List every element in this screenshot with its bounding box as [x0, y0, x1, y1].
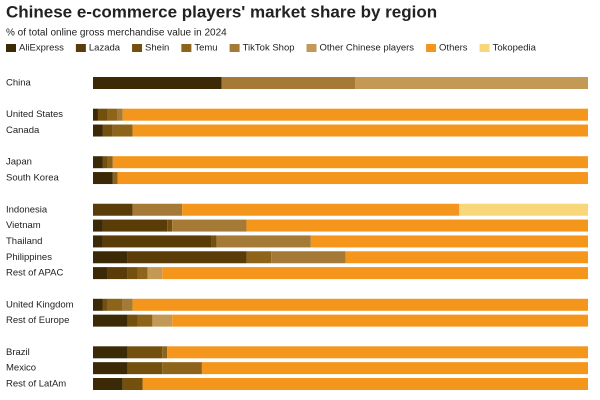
bar-segment: [162, 267, 589, 280]
category-label: Rest of Europe: [6, 315, 69, 326]
bar-segment: [246, 251, 272, 264]
category-label: United States: [6, 109, 63, 120]
bar-segment: [127, 362, 163, 375]
category-label: Indonesia: [6, 204, 48, 215]
category-label: Thailand: [6, 236, 42, 247]
legend-swatch: [181, 44, 192, 52]
bar-segment: [93, 362, 128, 375]
bar-segment: [93, 108, 98, 121]
legend-swatch: [132, 44, 143, 52]
bar-segment: [137, 314, 153, 327]
category-label: Brazil: [6, 347, 30, 358]
bar-segment: [112, 172, 118, 185]
bar-segment: [117, 108, 123, 121]
bar-segment: [162, 362, 202, 375]
legend-label: Temu: [194, 43, 217, 54]
bar-segment: [137, 267, 148, 280]
bar-segment: [102, 219, 168, 232]
legend-swatch: [75, 44, 86, 52]
bar-segment: [127, 251, 247, 264]
bar-segment: [93, 235, 103, 248]
bar-segment: [167, 219, 173, 232]
bar-segment: [102, 124, 113, 137]
chart-subtitle: % of total online gross merchandise valu…: [6, 28, 227, 39]
bar-segment: [102, 298, 108, 311]
category-label: Rest of LatAm: [6, 379, 66, 390]
bar-segment: [107, 267, 128, 280]
bar-segment: [127, 346, 163, 359]
legend-label: Tokopedia: [493, 43, 537, 54]
bar-segment: [172, 314, 588, 327]
bar-segment: [102, 156, 108, 169]
bar-segment: [93, 267, 108, 280]
category-label: Canada: [6, 125, 40, 136]
legend-swatch: [479, 44, 490, 52]
bar-segment: [93, 203, 133, 216]
bar-segment: [221, 77, 356, 89]
bar-segment: [211, 235, 217, 248]
bar-segment: [246, 219, 588, 232]
bar-segment: [93, 346, 128, 359]
legend-label: Others: [439, 43, 468, 54]
bar-segment: [167, 346, 588, 359]
legend-swatch: [426, 44, 437, 52]
bar-segment: [93, 298, 103, 311]
bar-segment: [93, 378, 123, 390]
bar-segment: [107, 156, 113, 169]
category-label: Philippines: [6, 252, 52, 263]
legend-label: TikTok Shop: [243, 43, 295, 54]
bar-segment: [216, 235, 311, 248]
bar-segment: [97, 108, 108, 121]
bar-segment: [355, 77, 588, 89]
bar-segment: [93, 219, 103, 232]
chart-title: Chinese e-commerce players' market share…: [6, 2, 437, 21]
category-label: Japan: [6, 157, 32, 168]
bar-segment: [271, 251, 346, 264]
bar-segment: [112, 124, 133, 137]
legend-label: Other Chinese players: [320, 43, 415, 54]
bar-segment: [93, 172, 113, 185]
bar-segment: [93, 77, 222, 89]
bar-segment: [201, 362, 588, 375]
bar-segment: [93, 314, 128, 327]
legend-label: Lazada: [89, 43, 121, 54]
category-label: Vietnam: [6, 220, 41, 231]
legend-swatch: [6, 44, 16, 52]
bar-segment: [93, 251, 128, 264]
bar-segment: [132, 124, 588, 137]
category-label: Rest of APAC: [6, 268, 64, 279]
category-label: United Kingdom: [6, 299, 74, 310]
category-label: Mexico: [6, 363, 36, 374]
bar-segment: [142, 378, 588, 390]
bar-segment: [122, 378, 143, 390]
bar-segment: [117, 172, 588, 185]
bar-segment: [152, 314, 173, 327]
category-label: China: [6, 78, 32, 89]
category-label: South Korea: [6, 173, 60, 184]
bar-segment: [147, 267, 163, 280]
bar-segment: [122, 108, 588, 121]
bar-segment: [310, 235, 588, 248]
bar-segment: [132, 203, 183, 216]
bar-segment: [132, 298, 588, 311]
bar-segment: [459, 203, 588, 216]
legend-swatch: [306, 44, 317, 52]
bar-segment: [107, 108, 118, 121]
bar-segment: [93, 156, 103, 169]
bar-segment: [162, 346, 168, 359]
bar-segment: [182, 203, 460, 216]
bar-segment: [93, 124, 103, 137]
bar-segment: [107, 298, 123, 311]
legend-label: AliExpress: [19, 43, 64, 54]
legend-label: Shein: [145, 43, 169, 54]
bar-segment: [127, 267, 138, 280]
bar-segment: [127, 314, 138, 327]
bar-segment: [172, 219, 247, 232]
legend-swatch: [229, 44, 240, 52]
bar-segment: [345, 251, 588, 264]
bar-segment: [112, 156, 589, 169]
bar-segment: [102, 235, 212, 248]
bar-segment: [122, 298, 133, 311]
